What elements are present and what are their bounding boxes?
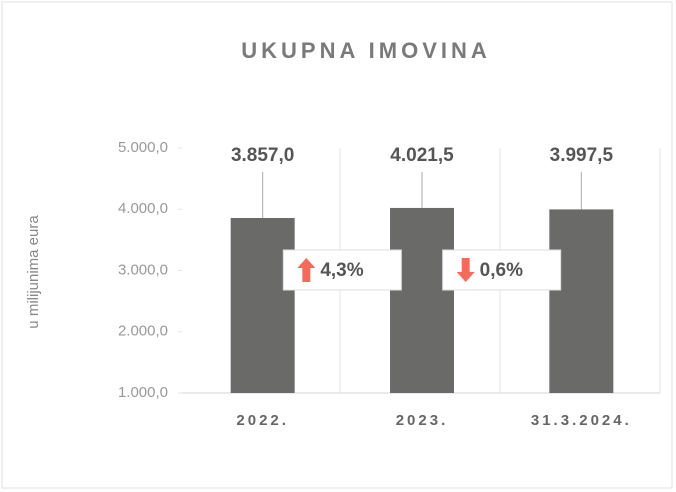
x-tick-label: 31.3.2024. <box>531 412 632 429</box>
x-tick-label: 2023. <box>396 412 449 429</box>
value-label: 4.021,5 <box>390 145 454 166</box>
y-tick-label: 5.000,0 <box>118 139 168 156</box>
y-tick-label: 4.000,0 <box>118 200 168 217</box>
annotation-text: 4,3% <box>320 260 363 281</box>
y-tick-label: 3.000,0 <box>118 261 168 278</box>
bar <box>230 218 295 393</box>
y-tick-label: 2.000,0 <box>118 323 168 340</box>
annotation-box <box>442 249 562 291</box>
y-axis-label: u milijunima eura <box>25 215 42 329</box>
bar <box>549 209 614 393</box>
bar <box>390 207 454 393</box>
value-label: 3.857,0 <box>231 145 294 166</box>
x-tick-label: 2022. <box>236 412 289 429</box>
arrow-up <box>297 258 316 282</box>
value-label: 3.997,5 <box>550 145 614 166</box>
y-tick-label: 1.000,0 <box>118 384 168 401</box>
arrow-down <box>456 258 475 282</box>
chart-title: UKUPNA IMOVINA <box>241 38 491 63</box>
annotation-text: 0,6% <box>480 260 523 281</box>
